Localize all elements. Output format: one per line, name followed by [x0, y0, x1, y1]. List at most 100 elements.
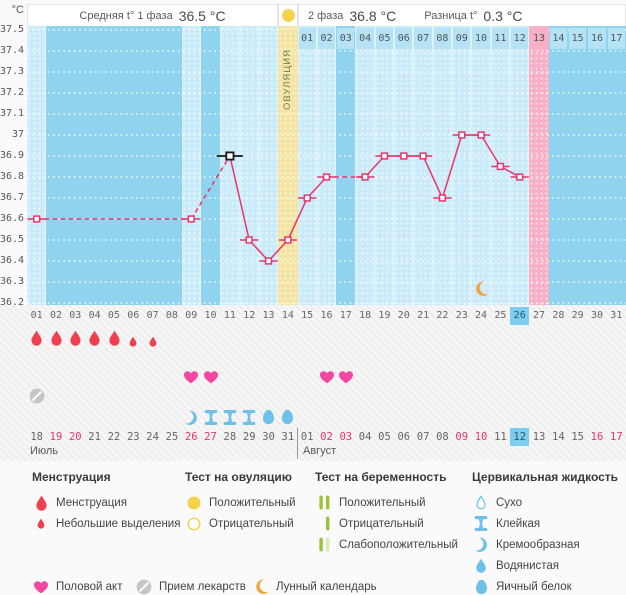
cycle-day-cell-27[interactable]: 27 — [533, 310, 546, 321]
date-cell-july-19[interactable]: 19 — [49, 431, 63, 443]
temp-marker-day-23[interactable] — [452, 131, 471, 139]
temp-marker-day-16[interactable] — [317, 173, 336, 181]
chart-column-day-16[interactable] — [316, 26, 337, 305]
cycle-day-cell-19[interactable]: 19 — [378, 310, 391, 321]
date-cell-august-10[interactable]: 10 — [474, 431, 488, 443]
temp-marker-day-26[interactable] — [510, 173, 529, 181]
date-cell-july-26[interactable]: 26 — [184, 431, 198, 443]
cycle-day-cell-28[interactable]: 28 — [552, 310, 565, 321]
chart-column-day-23[interactable] — [452, 26, 472, 305]
top-date-cell-aug-12[interactable]: 12 — [511, 28, 529, 49]
date-cell-august-01[interactable]: 01 — [300, 431, 314, 443]
chart-column-day-21[interactable] — [413, 26, 433, 305]
cycle-day-cell-01[interactable]: 01 — [30, 310, 43, 321]
temp-marker-day-18[interactable] — [355, 173, 375, 181]
cycle-day-cell-03[interactable]: 03 — [69, 310, 82, 321]
chart-column-day-18[interactable] — [355, 26, 375, 305]
top-date-cell-aug-13[interactable]: 13 — [530, 28, 548, 49]
date-cell-august-16[interactable]: 16 — [590, 431, 604, 443]
top-date-cell-aug-10[interactable]: 10 — [472, 28, 490, 49]
cycle-day-cell-14[interactable]: 14 — [281, 310, 294, 321]
date-cell-july-27[interactable]: 27 — [204, 431, 217, 443]
top-date-cell-aug-03[interactable]: 03 — [337, 28, 355, 49]
date-cell-august-12[interactable]: 12 — [510, 428, 530, 446]
cycle-day-cell-22[interactable]: 22 — [436, 310, 449, 321]
cycle-day-cell-05[interactable]: 05 — [107, 310, 120, 321]
chart-column-day-20[interactable] — [394, 26, 414, 305]
top-date-cell-aug-05[interactable]: 05 — [375, 28, 394, 49]
top-date-cell-aug-01[interactable]: 01 — [298, 28, 316, 49]
top-date-cell-aug-09[interactable]: 09 — [453, 28, 471, 49]
chart-column-day-26[interactable] — [510, 26, 530, 305]
cycle-day-cell-17[interactable]: 17 — [339, 310, 352, 321]
date-cell-july-18[interactable]: 18 — [30, 431, 43, 443]
cycle-day-cell-04[interactable]: 04 — [88, 310, 101, 321]
date-cell-august-17[interactable]: 17 — [610, 431, 623, 443]
chart-column-day-14[interactable] — [278, 26, 298, 305]
cycle-day-cell-12[interactable]: 12 — [243, 310, 256, 321]
top-date-cell-aug-08[interactable]: 08 — [433, 28, 452, 49]
cycle-day-cell-20[interactable]: 20 — [397, 310, 410, 321]
temp-marker-day-14[interactable] — [278, 236, 298, 244]
chart-column-day-9[interactable] — [181, 26, 201, 305]
cycle-day-cell-06[interactable]: 06 — [127, 310, 140, 321]
chart-column-day-22[interactable] — [432, 26, 453, 305]
temp-marker-day-11[interactable] — [216, 151, 243, 161]
top-date-cell-aug-16[interactable]: 16 — [588, 28, 606, 49]
temp-marker-day-1[interactable] — [27, 215, 46, 223]
date-cell-july-24[interactable]: 24 — [146, 431, 159, 443]
chart-column-day-24[interactable] — [471, 26, 491, 305]
cycle-day-cell-23[interactable]: 23 — [455, 310, 468, 321]
date-cell-august-14[interactable]: 14 — [552, 431, 565, 443]
top-date-cell-aug-17[interactable]: 17 — [607, 28, 625, 49]
cycle-day-cell-13[interactable]: 13 — [262, 310, 275, 321]
top-date-cell-aug-07[interactable]: 07 — [414, 28, 432, 49]
top-date-cell-aug-14[interactable]: 14 — [549, 28, 568, 49]
cycle-day-cell-29[interactable]: 29 — [571, 310, 584, 321]
chart-column-day-27[interactable] — [529, 26, 549, 305]
top-date-cell-aug-11[interactable]: 11 — [491, 28, 510, 49]
top-date-cell-aug-02[interactable]: 02 — [317, 28, 336, 49]
temp-marker-day-12[interactable] — [240, 236, 259, 244]
date-cell-july-23[interactable]: 23 — [126, 431, 140, 443]
date-cell-july-30[interactable]: 30 — [262, 431, 275, 443]
cycle-day-cell-30[interactable]: 30 — [590, 310, 604, 321]
cycle-day-cell-25[interactable]: 25 — [494, 310, 507, 321]
temp-marker-day-19[interactable] — [375, 152, 394, 160]
cycle-day-cell-10[interactable]: 10 — [204, 310, 217, 321]
date-cell-july-21[interactable]: 21 — [88, 431, 101, 443]
date-cell-august-04[interactable]: 04 — [358, 431, 372, 443]
date-cell-august-09[interactable]: 09 — [455, 431, 469, 443]
top-date-cell-aug-15[interactable]: 15 — [569, 28, 587, 49]
chart-column-day-15[interactable] — [297, 26, 317, 305]
date-cell-august-13[interactable]: 13 — [532, 431, 546, 443]
date-cell-august-11[interactable]: 11 — [494, 431, 507, 443]
temp-marker-day-22[interactable] — [433, 194, 452, 202]
temp-marker-day-15[interactable] — [298, 194, 317, 202]
cycle-day-cell-21[interactable]: 21 — [417, 310, 430, 321]
chart-column-day-1[interactable] — [27, 26, 47, 305]
date-cell-august-15[interactable]: 15 — [571, 431, 584, 443]
top-date-cell-aug-04[interactable]: 04 — [356, 28, 374, 49]
temp-marker-day-21[interactable] — [413, 152, 433, 160]
temp-marker-day-9[interactable] — [182, 215, 201, 223]
date-cell-july-20[interactable]: 20 — [68, 431, 82, 443]
date-cell-july-31[interactable]: 31 — [281, 431, 295, 443]
cycle-day-cell-11[interactable]: 11 — [223, 310, 236, 321]
chart-column-day-12[interactable] — [239, 26, 259, 305]
chart-column-day-19[interactable] — [374, 26, 395, 305]
date-cell-july-22[interactable]: 22 — [107, 431, 121, 443]
cycle-day-cell-15[interactable]: 15 — [301, 310, 314, 321]
temp-marker-day-20[interactable] — [394, 152, 413, 160]
cycle-day-cell-02[interactable]: 02 — [49, 310, 62, 321]
cycle-day-cell-16[interactable]: 16 — [320, 310, 333, 321]
temperature-chart[interactable]: ОВУЛЯЦИЯ 01 02 03 04 05 06 07 08 09 10 11 12 13 14 15 1… — [27, 26, 626, 305]
date-cell-august-08[interactable]: 08 — [436, 431, 449, 443]
cycle-day-cell-18[interactable]: 18 — [359, 310, 372, 321]
chart-column-day-11[interactable] — [220, 26, 240, 305]
temp-marker-day-25[interactable] — [491, 162, 510, 171]
chart-column-day-13[interactable] — [258, 26, 279, 305]
cycle-day-cell-09[interactable]: 09 — [185, 310, 198, 321]
date-cell-august-05[interactable]: 05 — [378, 431, 391, 443]
date-cell-august-06[interactable]: 06 — [397, 431, 411, 443]
